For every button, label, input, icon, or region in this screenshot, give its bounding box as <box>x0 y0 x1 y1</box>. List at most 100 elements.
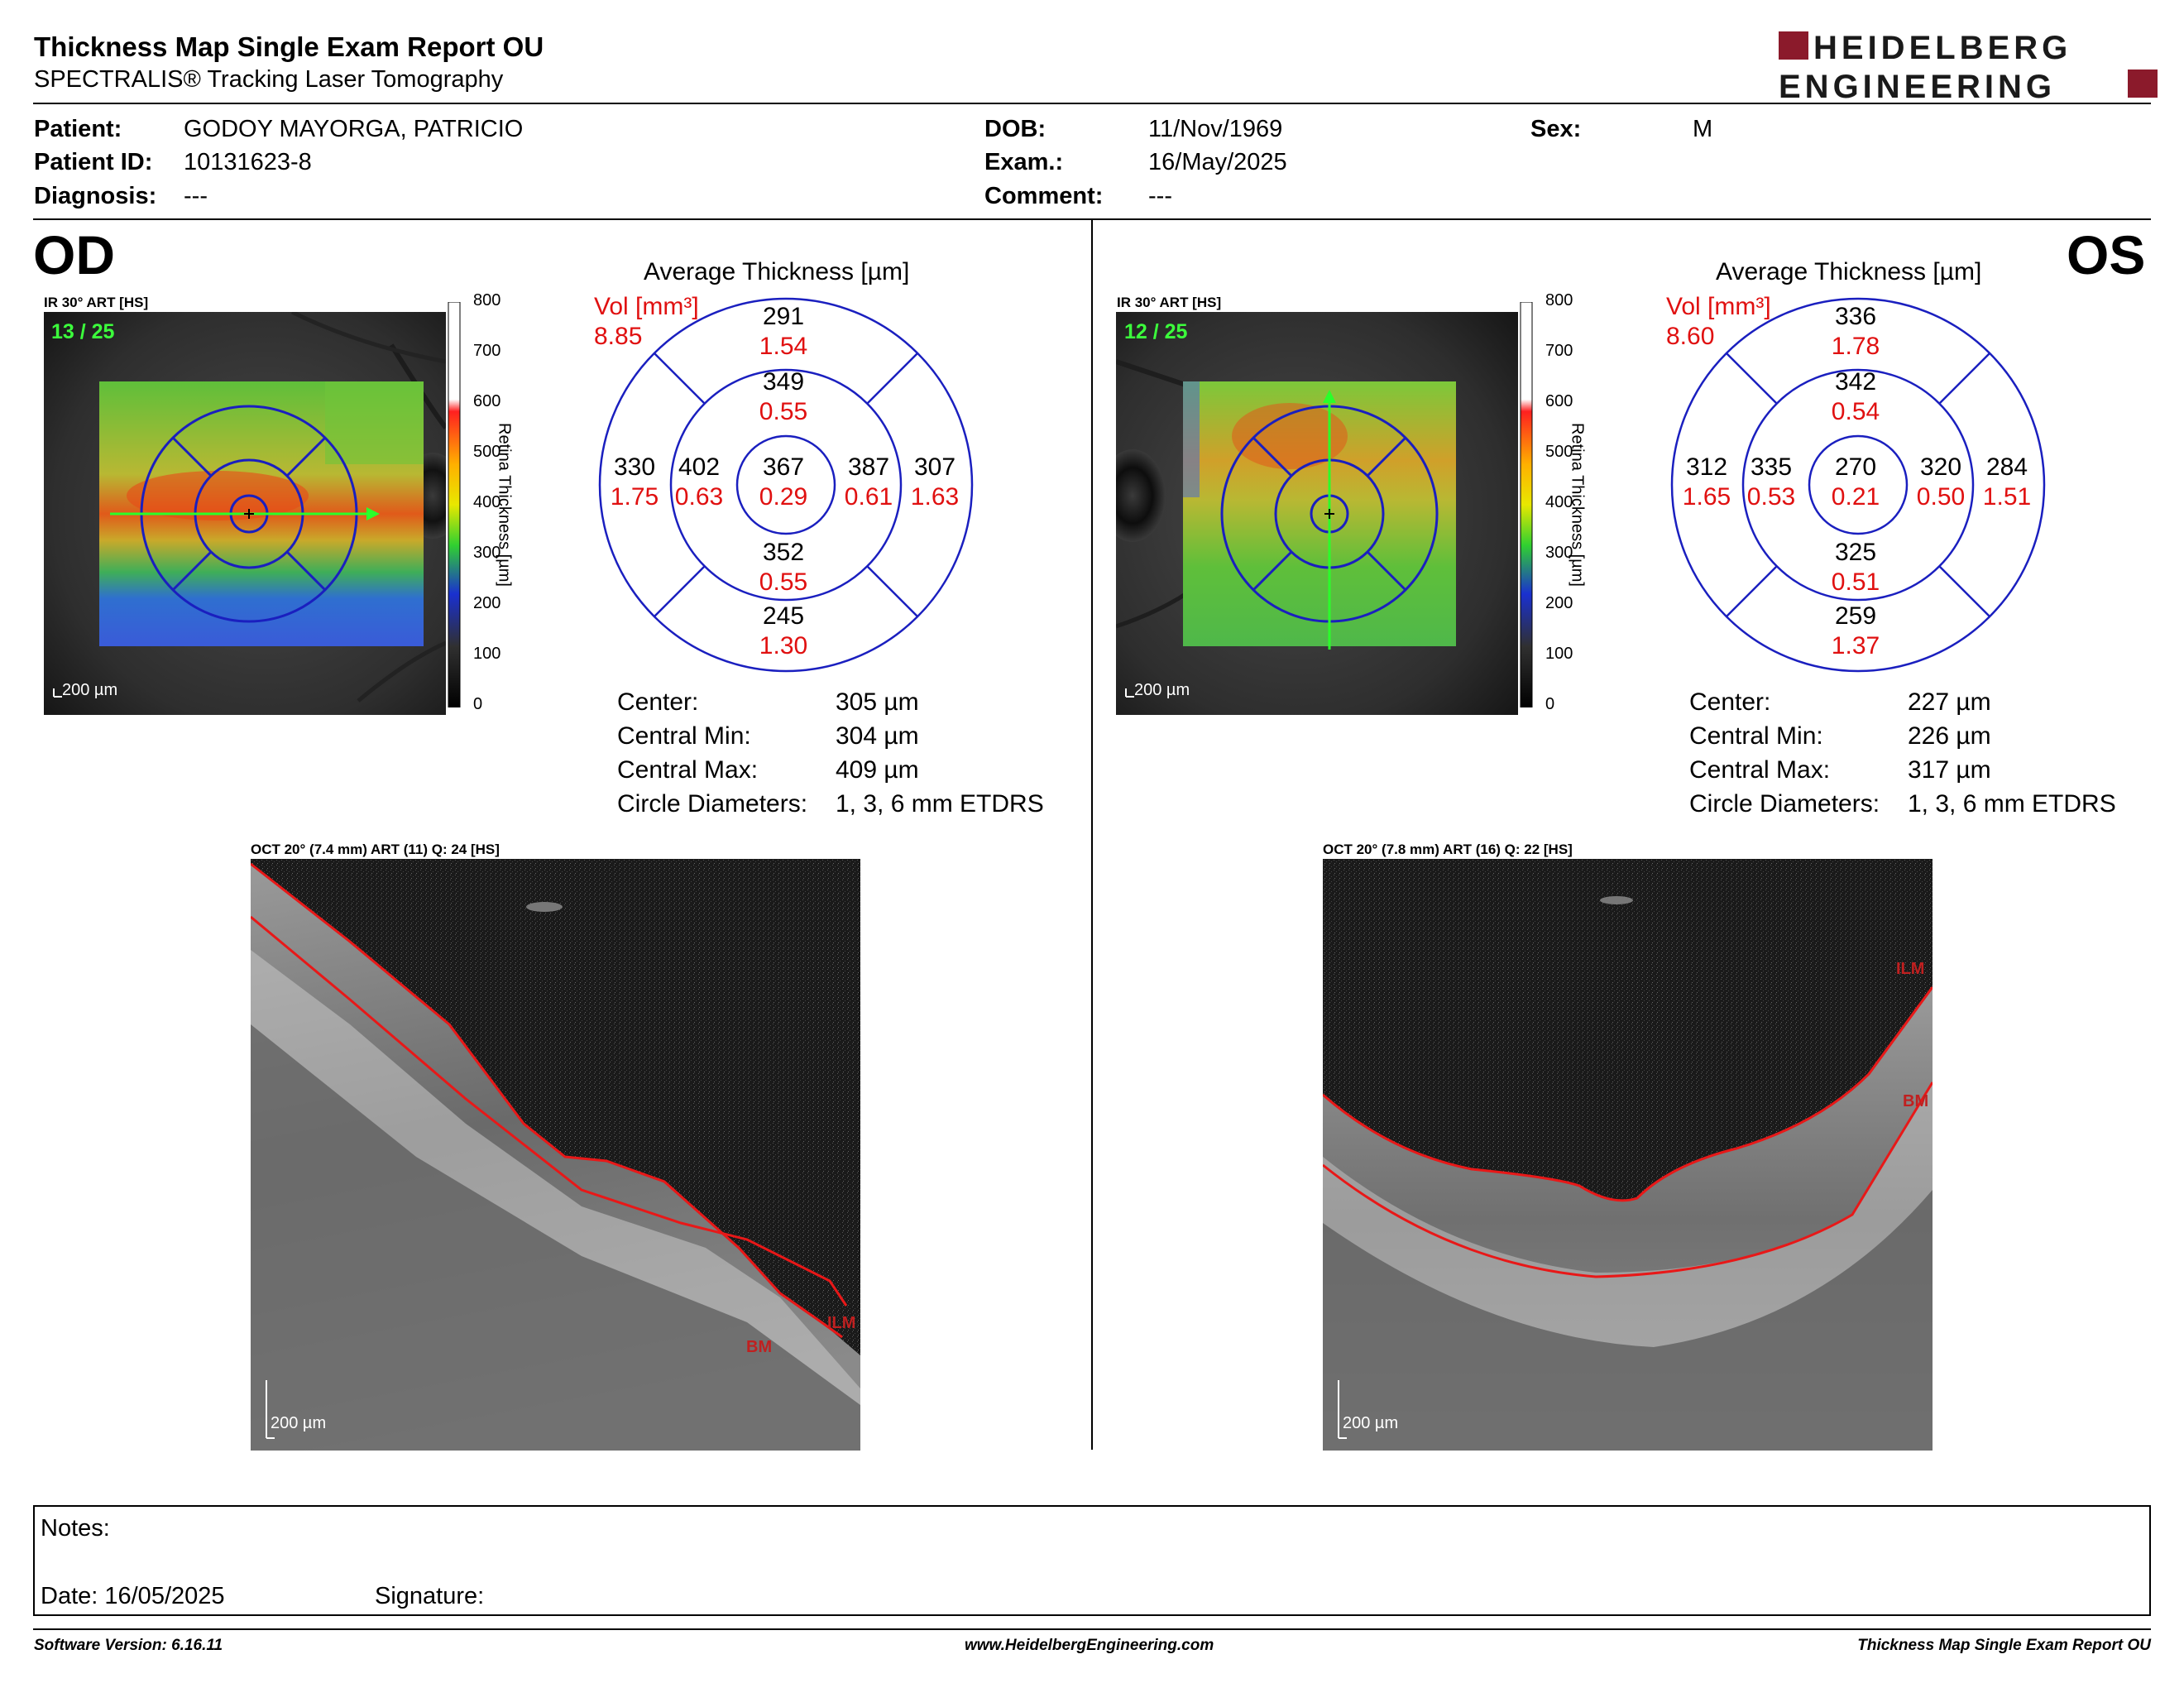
os-avg-thickness-title: Average Thickness [µm] <box>1716 258 1982 285</box>
od-center-thickness: 367 <box>762 453 805 481</box>
os-thickness-colorbar <box>1519 301 1535 708</box>
od-center-volume: 0.29 <box>759 483 808 511</box>
os-oct-label: OCT 20° (7.8 mm) ART (16) Q: 22 [HS] <box>1323 842 1573 857</box>
od-inner-right-thickness: 387 <box>847 453 890 481</box>
os-outer-inf-volume: 1.37 <box>1831 632 1880 659</box>
os-stat-label: Center: <box>1689 688 1771 716</box>
os-inner-inf-volume: 0.51 <box>1831 568 1880 596</box>
od-cbar-tick: 100 <box>473 645 501 663</box>
od-stat-value: 304 µm <box>836 722 919 750</box>
patient-label: Patient: <box>34 116 122 142</box>
os-fundus-thickness-map <box>1099 312 1518 715</box>
diagnosis-label: Diagnosis: <box>34 183 157 209</box>
os-scale-bar-label: 200 µm <box>1134 681 1190 699</box>
os-inner-sup-thickness: 342 <box>1834 368 1877 396</box>
od-outer-inf-volume: 1.30 <box>759 632 808 659</box>
os-ilm-label: ILM <box>1896 960 1925 978</box>
os-cbar-tick: 300 <box>1545 544 1573 562</box>
software-version: Software Version: 6.16.11 <box>34 1637 223 1654</box>
signature-label: Signature: <box>375 1583 485 1609</box>
os-stat-label: Circle Diameters: <box>1689 790 1880 818</box>
od-cbar-tick: 0 <box>473 695 483 713</box>
od-cbar-tick: 500 <box>473 443 501 461</box>
os-stat-value: 1, 3, 6 mm ETDRS <box>1908 790 2116 818</box>
footer-report-name: Thickness Map Single Exam Report OU <box>1857 1637 2151 1654</box>
od-ilm-label: ILM <box>827 1314 856 1332</box>
os-stat-value: 317 µm <box>1908 756 1991 784</box>
os-cbar-tick: 100 <box>1545 645 1573 663</box>
eye-divider <box>1091 220 1093 1450</box>
os-oct-scale-label: 200 µm <box>1343 1414 1399 1432</box>
od-oct-scale-label: 200 µm <box>271 1414 327 1432</box>
od-outer-right-volume: 1.63 <box>910 483 960 511</box>
patient-value: GODOY MAYORGA, PATRICIO <box>184 116 524 142</box>
od-oct-label: OCT 20° (7.4 mm) ART (11) Q: 24 [HS] <box>251 842 500 857</box>
logo-text-bottom: ENGINEERING <box>1779 69 2056 103</box>
os-center-volume: 0.21 <box>1831 483 1880 511</box>
od-outer-sup-volume: 1.54 <box>759 333 808 360</box>
os-cbar-tick: 700 <box>1545 342 1573 360</box>
od-stat-label: Circle Diameters: <box>617 790 808 818</box>
dob-value: 11/Nov/1969 <box>1148 116 1283 142</box>
os-oct-bscan <box>1322 859 1934 1451</box>
od-inner-inf-volume: 0.55 <box>759 568 808 596</box>
od-scale-bar-label: 200 µm <box>62 681 118 699</box>
os-cbar-tick: 200 <box>1545 594 1573 612</box>
od-vol-total: 8.85 <box>594 323 643 350</box>
od-stat-label: Central Min: <box>617 722 751 750</box>
od-outer-left-thickness: 330 <box>613 453 656 481</box>
od-avg-thickness-title: Average Thickness [µm] <box>644 258 910 285</box>
od-outer-left-volume: 1.75 <box>610 483 659 511</box>
heidelberg-logo: HEIDELBERG ENGINEERING <box>1779 28 2159 105</box>
notes-label: Notes: <box>41 1515 110 1542</box>
exam-label: Exam.: <box>984 149 1064 175</box>
os-cbar-tick: 600 <box>1545 392 1573 410</box>
diagnosis-value: --- <box>184 183 208 209</box>
od-cbar-tick: 800 <box>473 291 501 309</box>
os-outer-right-thickness: 284 <box>1985 453 2028 481</box>
od-stat-label: Central Max: <box>617 756 759 784</box>
os-ir-label: IR 30° ART [HS] <box>1117 295 1222 310</box>
date-label: Date: 16/05/2025 <box>41 1583 225 1609</box>
website-link[interactable]: www.HeidelbergEngineering.com <box>965 1637 1214 1654</box>
os-vol-label: Vol [mm³] <box>1666 293 1771 320</box>
od-ir-label: IR 30° ART [HS] <box>44 295 149 310</box>
os-stat-label: Central Max: <box>1689 756 1831 784</box>
od-stat-value: 409 µm <box>836 756 919 784</box>
os-bm-label: BM <box>1903 1092 1929 1110</box>
od-inner-sup-thickness: 349 <box>762 368 805 396</box>
od-cbar-tick: 300 <box>473 544 501 562</box>
os-stat-value: 226 µm <box>1908 722 1991 750</box>
os-outer-right-volume: 1.51 <box>1982 483 2032 511</box>
os-outer-sup-thickness: 336 <box>1834 303 1877 330</box>
os-cbar-tick: 500 <box>1545 443 1573 461</box>
notes-box <box>33 1505 2151 1616</box>
os-inner-right-thickness: 320 <box>1919 453 1962 481</box>
od-outer-sup-thickness: 291 <box>762 303 805 330</box>
od-stat-label: Center: <box>617 688 699 716</box>
od-inner-inf-thickness: 352 <box>762 539 805 566</box>
od-bm-label: BM <box>746 1338 773 1356</box>
od-inner-left-thickness: 402 <box>678 453 721 481</box>
comment-value: --- <box>1148 183 1172 209</box>
os-outer-inf-thickness: 259 <box>1834 602 1877 630</box>
report-subtitle: SPECTRALIS® Tracking Laser Tomography <box>34 66 504 93</box>
od-cbar-axis-label: Retina Thickness [µm] <box>495 423 514 587</box>
logo-text-top: HEIDELBERG <box>1813 30 2071 66</box>
os-inner-inf-thickness: 325 <box>1834 539 1877 566</box>
os-vol-total: 8.60 <box>1666 323 1715 350</box>
od-fundus-thickness-map <box>44 309 464 715</box>
od-cbar-tick: 700 <box>473 342 501 360</box>
os-stat-value: 227 µm <box>1908 688 1991 716</box>
od-cbar-tick: 600 <box>473 392 501 410</box>
os-cbar-tick: 400 <box>1545 493 1573 511</box>
os-cbar-axis-label: Retina Thickness [µm] <box>1568 423 1587 587</box>
exam-value: 16/May/2025 <box>1148 149 1287 175</box>
od-oct-bscan <box>250 859 860 1451</box>
od-cbar-tick: 400 <box>473 493 501 511</box>
os-cbar-tick: 800 <box>1545 291 1573 309</box>
os-inner-left-volume: 0.53 <box>1746 483 1796 511</box>
od-stat-value: 1, 3, 6 mm ETDRS <box>836 790 1044 818</box>
os-cbar-tick: 0 <box>1545 695 1555 713</box>
od-thickness-colorbar <box>447 301 463 708</box>
